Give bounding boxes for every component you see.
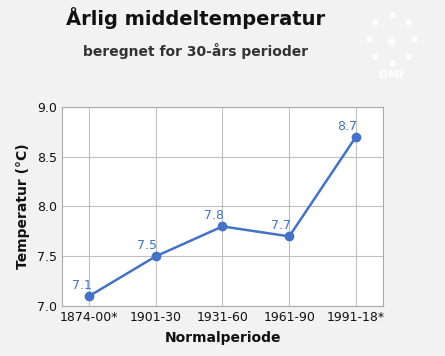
- Text: ♚: ♚: [386, 36, 397, 48]
- Text: 7.8: 7.8: [204, 209, 224, 222]
- Text: 7.5: 7.5: [137, 239, 157, 252]
- Text: 7.1: 7.1: [72, 279, 92, 292]
- Text: 7.7: 7.7: [271, 219, 291, 232]
- Text: 8.7: 8.7: [337, 120, 357, 133]
- Y-axis label: Temperatur (°C): Temperatur (°C): [16, 144, 31, 269]
- Text: beregnet for 30-års perioder: beregnet for 30-års perioder: [83, 43, 308, 59]
- Text: Årlig middeltemperatur: Årlig middeltemperatur: [66, 7, 325, 29]
- Text: DMI: DMI: [380, 70, 404, 80]
- X-axis label: Normalperiode: Normalperiode: [164, 331, 281, 345]
